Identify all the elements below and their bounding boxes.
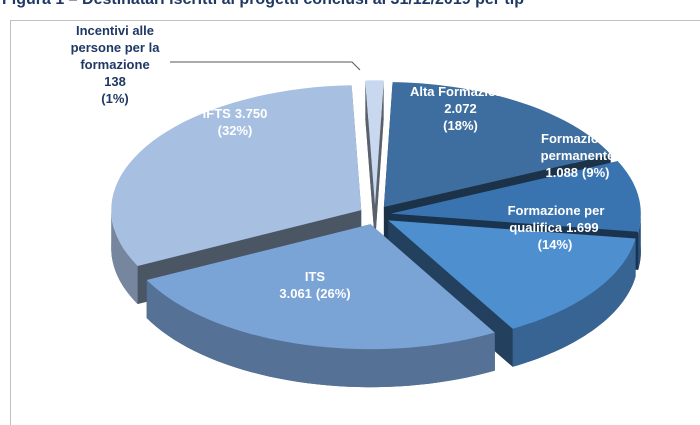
slice-wall bbox=[146, 280, 495, 388]
slice-side bbox=[375, 80, 384, 244]
slice-wall bbox=[111, 210, 138, 304]
slice bbox=[111, 85, 362, 266]
slice bbox=[383, 82, 611, 207]
label-value: 3.750 bbox=[234, 106, 268, 121]
leader-line bbox=[170, 61, 361, 71]
chart-border bbox=[10, 20, 700, 425]
slice-wall bbox=[638, 213, 641, 270]
label-percent: (9%) bbox=[582, 165, 610, 180]
slice-wall bbox=[512, 238, 636, 367]
slice-label: ITS 3.061 (26%) bbox=[255, 268, 375, 302]
slice-label: Formazione per qualifica 1.699 (14%) bbox=[480, 202, 630, 253]
slice bbox=[390, 161, 641, 232]
label-value: 3.061 bbox=[279, 286, 312, 301]
slice bbox=[365, 80, 384, 206]
label-name: Alta Formazione bbox=[409, 84, 512, 99]
slice-label: Alta Formazione 2.072 (18%) bbox=[398, 83, 523, 134]
label-name: ITS bbox=[304, 269, 326, 284]
label-percent: (14%) bbox=[537, 237, 573, 252]
label-name: IFTS bbox=[202, 106, 231, 121]
label-name: Formazione per qualifica bbox=[507, 203, 605, 235]
slice bbox=[388, 220, 636, 329]
slice-side bbox=[365, 80, 375, 244]
label-value: 138 bbox=[104, 74, 126, 89]
label-percent: (1%) bbox=[101, 91, 129, 106]
label-name: Formazione permanente bbox=[540, 131, 615, 163]
label-name: Incentivi alle persone per la formazione bbox=[70, 23, 160, 72]
label-percent: (18%) bbox=[443, 118, 478, 133]
label-value: 1.699 bbox=[566, 220, 599, 235]
label-value: 2.072 bbox=[444, 101, 477, 116]
slice-label: IFTS 3.750 (32%) bbox=[180, 105, 290, 139]
slice bbox=[146, 224, 495, 350]
label-value: 1.088 bbox=[545, 165, 579, 180]
label-percent: (32%) bbox=[217, 123, 253, 138]
slice-label: Incentivi alle persone per la formazione… bbox=[55, 22, 175, 107]
chart-title: Figura 1 – Destinatari iscritti ai proge… bbox=[2, 0, 524, 9]
slice-label: Formazione permanente 1.088 (9%) bbox=[520, 130, 635, 181]
label-percent: (26%) bbox=[315, 286, 351, 301]
